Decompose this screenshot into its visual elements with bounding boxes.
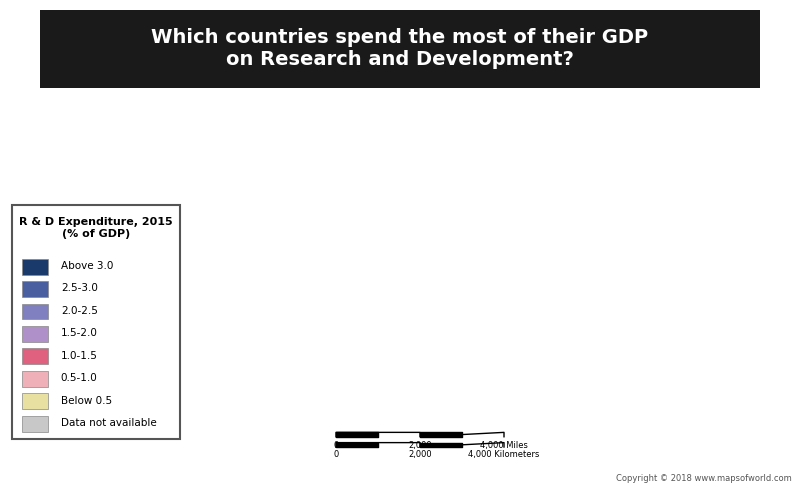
- FancyBboxPatch shape: [22, 416, 49, 432]
- Text: Copyright © 2018 www.mapsofworld.com: Copyright © 2018 www.mapsofworld.com: [616, 474, 792, 483]
- FancyBboxPatch shape: [22, 259, 49, 275]
- Text: 2.5-3.0: 2.5-3.0: [61, 284, 98, 293]
- FancyBboxPatch shape: [22, 371, 49, 386]
- FancyBboxPatch shape: [22, 348, 49, 364]
- Text: R & D Expenditure, 2015
(% of GDP): R & D Expenditure, 2015 (% of GDP): [19, 217, 173, 239]
- Text: 1.5-2.0: 1.5-2.0: [61, 328, 98, 338]
- Text: 4,000 Kilometers: 4,000 Kilometers: [468, 450, 540, 459]
- Text: 1.0-1.5: 1.0-1.5: [61, 351, 98, 361]
- Text: Data not available: Data not available: [61, 418, 157, 428]
- FancyBboxPatch shape: [40, 10, 760, 88]
- Text: Above 3.0: Above 3.0: [61, 261, 113, 271]
- Text: 2,000: 2,000: [408, 441, 432, 450]
- Polygon shape: [710, 10, 760, 88]
- Text: 0: 0: [334, 450, 338, 459]
- FancyBboxPatch shape: [22, 393, 49, 409]
- FancyBboxPatch shape: [69, 10, 731, 88]
- Text: 4,000 Miles: 4,000 Miles: [480, 441, 528, 450]
- FancyBboxPatch shape: [22, 281, 49, 297]
- Text: Below 0.5: Below 0.5: [61, 396, 112, 406]
- FancyBboxPatch shape: [22, 304, 49, 320]
- Text: Which countries spend the most of their GDP
on Research and Development?: Which countries spend the most of their …: [151, 28, 649, 69]
- FancyBboxPatch shape: [22, 326, 49, 342]
- Text: 0.5-1.0: 0.5-1.0: [61, 373, 98, 383]
- Text: 2,000: 2,000: [408, 450, 432, 459]
- Polygon shape: [40, 10, 90, 88]
- Text: 0: 0: [334, 441, 338, 450]
- Text: 2.0-2.5: 2.0-2.5: [61, 306, 98, 316]
- FancyBboxPatch shape: [11, 205, 181, 439]
